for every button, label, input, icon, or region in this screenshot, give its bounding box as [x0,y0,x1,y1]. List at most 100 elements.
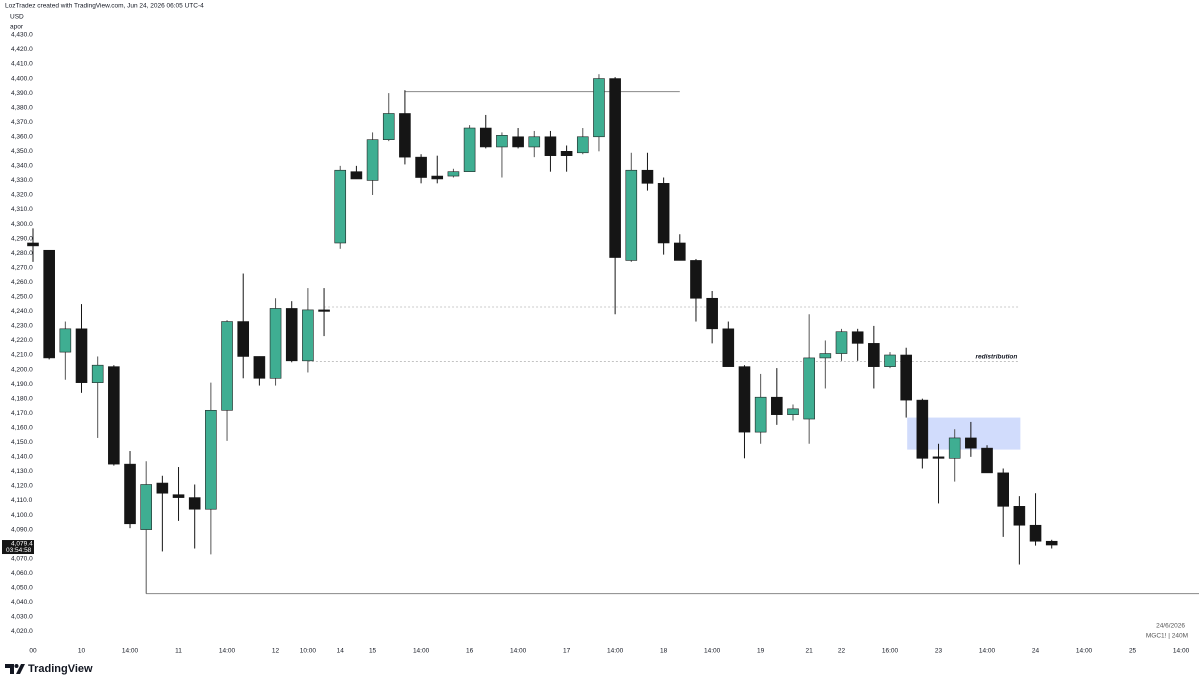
candle-body [43,249,55,359]
y-tick-label: 4,260.0 [11,279,33,286]
x-tick-label: 12 [272,648,280,655]
candle-body [851,331,864,344]
candle [91,356,104,438]
candle-body [221,321,233,411]
y-tick-label: 4,030.0 [11,614,33,621]
candle-body [673,242,686,261]
candle [479,114,492,149]
plot-area: redistribution [27,74,1199,595]
logo: TradingView [5,663,93,675]
candle [738,365,751,459]
candle [981,445,993,474]
candle [868,325,880,389]
candle-body [787,408,799,415]
candle [884,352,896,369]
candle [463,125,476,172]
candle [253,356,266,386]
candle-body [1045,540,1058,546]
candle [399,90,411,165]
candle-body [285,308,298,362]
symbol: MGC1! | 240M [1146,633,1188,640]
x-tick-label: 14:00 [510,648,527,655]
candle-body [447,171,460,177]
candle-body [496,135,508,148]
candle [140,461,152,594]
candle-body [868,343,880,367]
candle-body [415,156,427,178]
candle-body [334,169,347,244]
candle-body [932,456,945,459]
candle-body [156,482,169,494]
candle-body [754,396,767,433]
candle [172,467,185,521]
candle [108,365,120,466]
y-tick-label: 4,360.0 [11,133,33,140]
y-tick-label: 4,350.0 [11,148,33,155]
y-tick-label: 4,240.0 [11,308,33,315]
candle [447,168,460,178]
x-tick-label: 25 [1129,648,1137,655]
x-tick-label: 00 [29,648,37,655]
candle-body [997,472,1010,507]
candle [350,165,363,180]
candle [59,321,72,380]
candle-body [75,328,88,383]
x-tick-label: 18 [660,648,668,655]
candle-body [576,136,589,154]
candle-body [188,497,201,510]
y-tick-label: 4,090.0 [11,526,33,533]
candle [851,328,864,361]
candle [1013,496,1026,565]
x-tick-label: 10 [78,648,86,655]
candle [916,398,929,469]
candle-body [625,169,638,261]
candle [269,298,282,386]
candle-body [819,353,832,359]
candle [948,429,961,482]
y-tick-label: 4,110.0 [11,497,33,504]
candle [673,234,686,261]
level-label: redistribution [975,353,1017,360]
candle [285,301,298,363]
y-tick-label: 4,220.0 [11,337,33,344]
candle [124,451,136,529]
candle-body [965,437,977,449]
candle [188,484,201,549]
candle [835,328,848,361]
y-tick-label: 4,200.0 [11,366,33,373]
candle-body [366,139,379,181]
x-tick-label: 21 [806,648,814,655]
logo-dot [14,664,19,668]
candle-body [1029,524,1042,542]
logo-icon [5,664,25,674]
y-tick-label: 4,320.0 [11,192,33,199]
candle [496,132,508,178]
x-tick-label: 10:00 [300,648,317,655]
candle [900,347,912,418]
y-tick-label: 4,400.0 [11,75,33,82]
candle [819,340,832,389]
x-tick-label: 14:00 [607,648,624,655]
x-tick-label: 14:00 [122,648,139,655]
candle-body [544,136,557,156]
x-tick-label: 19 [757,648,765,655]
y-tick-label: 4,150.0 [11,439,33,446]
candle-body [722,328,735,367]
candle-body [124,463,136,525]
x-tick-label: 14:00 [1076,648,1093,655]
candle-body [479,127,492,148]
y-tick-label: 4,100.0 [11,512,33,519]
y-tick-label: 4,120.0 [11,483,33,490]
candle [722,321,735,367]
candle [754,373,767,444]
candle [1045,539,1058,549]
candle [318,288,330,337]
candle [366,132,379,195]
candle-body [140,484,152,530]
y-tick-label: 4,270.0 [11,264,33,271]
candle-body [350,171,363,180]
candle-body [59,328,72,353]
candle [997,468,1010,537]
y-tick-label: 4,050.0 [11,585,33,592]
